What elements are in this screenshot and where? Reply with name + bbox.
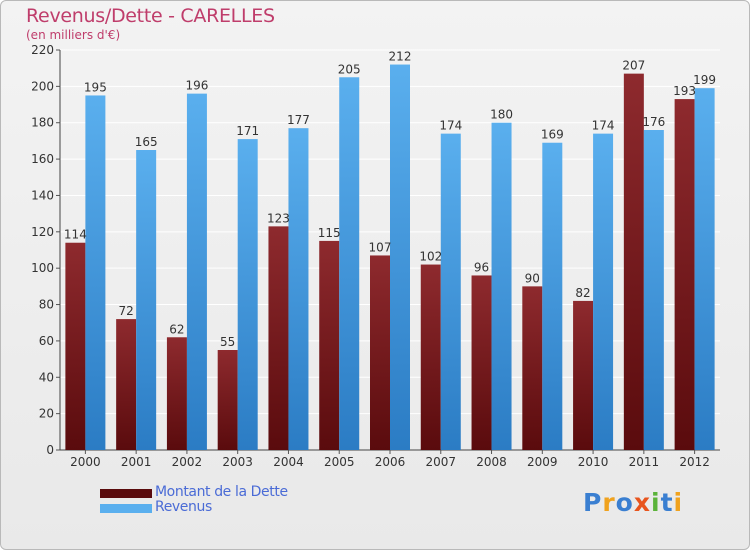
- y-tick-label: 220: [31, 43, 54, 57]
- bar-dette: [217, 350, 238, 450]
- data-label-dette: 207: [622, 59, 645, 73]
- bar-dette: [420, 264, 441, 450]
- data-label-revenus: 180: [490, 108, 513, 122]
- x-tick-label: 2001: [121, 455, 152, 469]
- data-label-revenus: 212: [389, 50, 412, 64]
- axes: 0 20 40 60 80 100 120 140 160 180 200 220 2000 2001 20…: [31, 43, 720, 469]
- y-tick-label: 60: [39, 334, 54, 348]
- x-tick-label: 2009: [527, 455, 558, 469]
- x-tick-label: 2011: [629, 455, 660, 469]
- x-tick-label: 2006: [375, 455, 406, 469]
- data-label-dette: 96: [474, 260, 489, 274]
- bar-dette: [370, 255, 390, 450]
- data-label-dette: 123: [267, 211, 290, 225]
- logo-letter: o: [615, 488, 634, 517]
- logo-letter: P: [583, 488, 603, 517]
- bar-revenus: [440, 133, 461, 451]
- data-label-dette: 82: [575, 286, 590, 300]
- legend-label-revenus: Revenus: [155, 499, 212, 515]
- legend-swatch-dette: [100, 489, 152, 498]
- y-tick-label: 100: [31, 261, 54, 275]
- bar-revenus: [593, 133, 614, 451]
- x-tick-label: 2000: [70, 455, 101, 469]
- bar-dette: [623, 73, 644, 451]
- data-label-dette: 72: [119, 304, 134, 318]
- data-label-revenus: 171: [236, 124, 259, 138]
- legend-swatch-revenus: [100, 504, 152, 513]
- bar-dette: [674, 99, 695, 450]
- logo-letter: i: [651, 488, 661, 517]
- y-tick-label: 40: [39, 370, 54, 384]
- bar-revenus: [186, 93, 207, 451]
- data-label-dette: 107: [369, 240, 392, 254]
- bar-revenus: [288, 128, 309, 450]
- x-tick-label: 2008: [476, 455, 507, 469]
- bar-revenus: [390, 64, 410, 450]
- legend-label-dette: Montant de la Dette: [155, 484, 288, 500]
- data-label-revenus: 174: [439, 119, 462, 133]
- y-tick-label: 20: [39, 407, 54, 421]
- data-label-revenus: 169: [541, 128, 564, 142]
- x-tick-label: 2002: [172, 455, 203, 469]
- bar-revenus: [85, 95, 106, 451]
- y-tick-label: 200: [31, 79, 54, 93]
- logo-letter: i: [673, 488, 684, 517]
- data-label-revenus: 165: [135, 135, 158, 149]
- bar-dette: [65, 242, 86, 450]
- bar-dette: [319, 240, 340, 450]
- data-label-revenus: 199: [693, 73, 716, 87]
- y-tick-label: 80: [39, 298, 54, 312]
- bar-revenus: [643, 130, 664, 450]
- data-label-dette: 62: [169, 322, 184, 336]
- bar-revenus: [136, 150, 157, 450]
- data-label-dette: 102: [419, 250, 442, 264]
- data-label-dette: 55: [220, 335, 235, 349]
- x-tick-label: 2007: [425, 455, 456, 469]
- y-tick-label: 140: [31, 188, 54, 202]
- data-label-revenus: 205: [338, 62, 361, 76]
- data-label-dette: 114: [64, 228, 87, 242]
- data-label-revenus: 174: [592, 119, 615, 133]
- x-tick-label: 2005: [324, 455, 355, 469]
- bar-revenus: [542, 142, 563, 450]
- data-label-revenus: 195: [84, 80, 107, 94]
- bar-dette: [268, 226, 289, 450]
- logo-letter: x: [633, 488, 651, 517]
- bar-dette: [522, 286, 543, 450]
- x-tick-label: 2004: [273, 455, 304, 469]
- bar-dette: [116, 319, 137, 450]
- bar-dette: [471, 275, 492, 450]
- y-tick-label: 0: [46, 443, 54, 457]
- logo-letter: t: [660, 488, 674, 517]
- bars: [65, 64, 715, 451]
- proxiti-logo: Proxiti: [583, 488, 683, 517]
- chart-subtitle: (en milliers d'€): [26, 28, 121, 42]
- data-labels: 114 195 72 165 62 196 55 171 123 177 115 205 107 212 1…: [64, 50, 716, 349]
- data-label-revenus: 196: [185, 79, 208, 93]
- x-tick-label: 2012: [679, 455, 710, 469]
- y-tick-label: 160: [31, 152, 54, 166]
- x-tick-label: 2003: [222, 455, 253, 469]
- bar-revenus: [237, 139, 258, 450]
- logo-letter: r: [602, 488, 616, 517]
- data-label-dette: 193: [673, 84, 696, 98]
- chart-title: Revenus/Dette - CARELLES: [26, 5, 275, 27]
- data-label-revenus: 176: [642, 115, 665, 129]
- bar-dette: [573, 300, 594, 450]
- data-label-revenus: 177: [287, 113, 310, 127]
- bar-revenus: [339, 77, 360, 450]
- bar-dette: [166, 337, 187, 450]
- x-tick-label: 2010: [578, 455, 609, 469]
- bar-revenus: [491, 122, 512, 451]
- y-tick-label: 120: [31, 225, 54, 239]
- data-label-dette: 90: [525, 271, 540, 285]
- bar-revenus: [694, 88, 715, 450]
- data-label-dette: 115: [318, 226, 341, 240]
- y-tick-label: 180: [31, 116, 54, 130]
